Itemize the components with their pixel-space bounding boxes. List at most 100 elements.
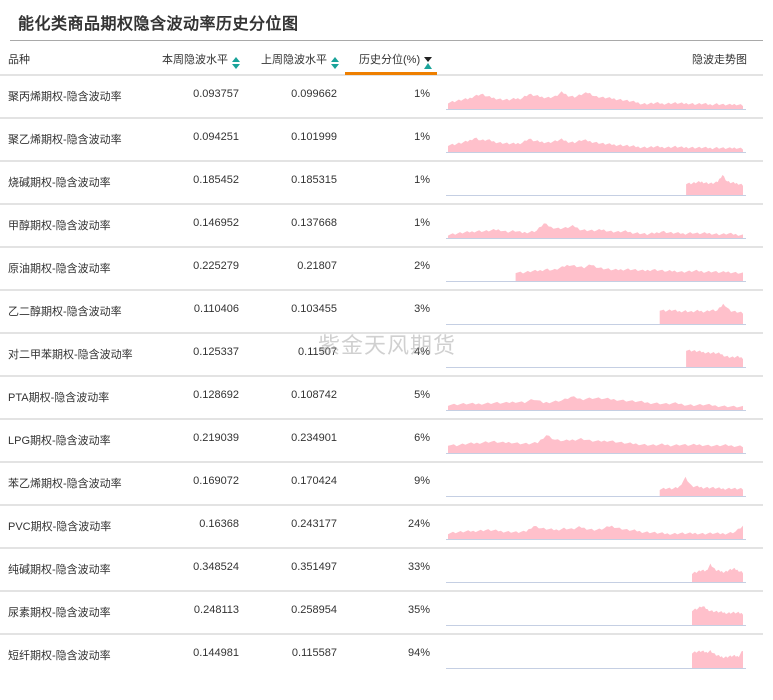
this-week-iv: 0.125337 xyxy=(193,346,239,358)
header-percentile[interactable]: 历史分位(%) xyxy=(359,51,433,70)
historical-percentile: 1% xyxy=(414,88,430,100)
sort-ascending-active-icon[interactable] xyxy=(424,57,433,70)
table-row[interactable]: 短纤期权-隐含波动率 0.144981 0.115587 94% xyxy=(0,635,763,676)
table-row[interactable]: PVC期权-隐含波动率 0.16368 0.243177 24% xyxy=(0,506,763,549)
this-week-iv: 0.16368 xyxy=(199,518,239,530)
last-week-iv: 0.101999 xyxy=(291,131,337,143)
product-name: 对二甲苯期权-隐含波动率 xyxy=(8,349,133,361)
this-week-iv: 0.219039 xyxy=(193,432,239,444)
table-row[interactable]: LPG期权-隐含波动率 0.219039 0.234901 6% xyxy=(0,420,763,463)
product-name: 短纤期权-隐含波动率 xyxy=(8,650,111,662)
iv-trend-sparkline xyxy=(446,137,746,153)
last-week-iv: 0.099662 xyxy=(291,88,337,100)
this-week-iv: 0.128692 xyxy=(193,389,239,401)
historical-percentile: 1% xyxy=(414,217,430,229)
header-last-week-label: 上周隐波水平 xyxy=(261,54,327,66)
this-week-iv: 0.169072 xyxy=(193,475,239,487)
historical-percentile: 9% xyxy=(414,475,430,487)
product-name: 乙二醇期权-隐含波动率 xyxy=(8,306,122,318)
product-name: 纯碱期权-隐含波动率 xyxy=(8,564,111,576)
this-week-iv: 0.146952 xyxy=(193,217,239,229)
this-week-iv: 0.093757 xyxy=(193,88,239,100)
iv-trend-sparkline xyxy=(446,349,746,368)
table-row[interactable]: 原油期权-隐含波动率 0.225279 0.21807 2% xyxy=(0,248,763,291)
last-week-iv: 0.258954 xyxy=(291,604,337,616)
table-row[interactable]: 纯碱期权-隐含波动率 0.348524 0.351497 33% xyxy=(0,549,763,592)
table-row[interactable]: 烧碱期权-隐含波动率 0.185452 0.185315 1% xyxy=(0,162,763,205)
this-week-iv: 0.094251 xyxy=(193,131,239,143)
this-week-iv: 0.185452 xyxy=(193,174,239,186)
historical-percentile: 1% xyxy=(414,131,430,143)
this-week-iv: 0.144981 xyxy=(193,647,239,659)
iv-trend-sparkline xyxy=(446,175,746,196)
product-name: 甲醇期权-隐含波动率 xyxy=(8,220,111,232)
iv-trend-sparkline xyxy=(446,563,746,583)
table-body: 聚丙烯期权-隐含波动率 0.093757 0.099662 1% 聚乙烯期权-隐含波动率… xyxy=(0,76,763,676)
last-week-iv: 0.351497 xyxy=(291,561,337,573)
historical-percentile: 3% xyxy=(414,303,430,315)
table-row[interactable]: 尿素期权-隐含波动率 0.248113 0.258954 35% xyxy=(0,592,763,635)
product-name: PTA期权-隐含波动率 xyxy=(8,392,110,404)
sort-both-icon[interactable] xyxy=(331,57,339,70)
header-product: 品种 xyxy=(8,54,30,66)
table-row[interactable]: 甲醇期权-隐含波动率 0.146952 0.137668 1% xyxy=(0,205,763,248)
iv-trend-sparkline xyxy=(446,264,746,282)
product-name: 聚丙烯期权-隐含波动率 xyxy=(8,91,122,103)
header-this-week[interactable]: 本周隐波水平 xyxy=(162,51,240,70)
iv-trend-sparkline xyxy=(446,435,746,454)
active-sort-indicator xyxy=(345,72,437,75)
last-week-iv: 0.243177 xyxy=(291,518,337,530)
this-week-iv: 0.225279 xyxy=(193,260,239,272)
historical-percentile: 35% xyxy=(407,604,430,616)
historical-percentile: 1% xyxy=(414,174,430,186)
last-week-iv: 0.21807 xyxy=(297,260,337,272)
iv-trend-sparkline xyxy=(446,650,746,669)
sort-both-icon[interactable] xyxy=(232,57,240,70)
last-week-iv: 0.103455 xyxy=(291,303,337,315)
table-row[interactable]: 乙二醇期权-隐含波动率 0.110406 0.103455 3% xyxy=(0,291,763,334)
iv-trend-sparkline xyxy=(446,606,746,626)
table-row[interactable]: 聚丙烯期权-隐含波动率 0.093757 0.099662 1% xyxy=(0,76,763,119)
iv-trend-sparkline xyxy=(446,396,746,411)
iv-trend-sparkline xyxy=(446,91,746,110)
header-last-week[interactable]: 上周隐波水平 xyxy=(261,51,339,70)
table-row[interactable]: 聚乙烯期权-隐含波动率 0.094251 0.101999 1% xyxy=(0,119,763,162)
product-name: 尿素期权-隐含波动率 xyxy=(8,607,111,619)
historical-percentile: 94% xyxy=(407,647,430,659)
product-name: LPG期权-隐含波动率 xyxy=(8,435,111,447)
last-week-iv: 0.234901 xyxy=(291,432,337,444)
last-week-iv: 0.185315 xyxy=(291,174,337,186)
this-week-iv: 0.110406 xyxy=(193,303,239,315)
header-this-week-label: 本周隐波水平 xyxy=(162,54,228,66)
title-divider xyxy=(10,40,763,41)
volatility-table: 品种 本周隐波水平 上周隐波水平 历史分位(%) 隐波走势图 聚丙烯期权-隐含波… xyxy=(0,41,763,676)
this-week-iv: 0.248113 xyxy=(193,604,239,616)
last-week-iv: 0.11507 xyxy=(298,346,337,358)
last-week-iv: 0.170424 xyxy=(291,475,337,487)
table-row[interactable]: 苯乙烯期权-隐含波动率 0.169072 0.170424 9% xyxy=(0,463,763,506)
product-name: 原油期权-隐含波动率 xyxy=(8,263,111,275)
historical-percentile: 6% xyxy=(414,432,430,444)
historical-percentile: 5% xyxy=(414,389,430,401)
table-header: 品种 本周隐波水平 上周隐波水平 历史分位(%) 隐波走势图 xyxy=(0,41,763,76)
historical-percentile: 2% xyxy=(414,260,430,272)
this-week-iv: 0.348524 xyxy=(193,561,239,573)
header-percentile-label: 历史分位(%) xyxy=(359,54,421,66)
header-trend: 隐波走势图 xyxy=(692,54,747,66)
product-name: 聚乙烯期权-隐含波动率 xyxy=(8,134,122,146)
last-week-iv: 0.115587 xyxy=(291,647,337,659)
table-row[interactable]: PTA期权-隐含波动率 0.128692 0.108742 5% xyxy=(0,377,763,420)
page-title: 能化类商品期权隐含波动率历史分位图 xyxy=(18,14,299,33)
iv-trend-sparkline xyxy=(446,525,746,540)
product-name: PVC期权-隐含波动率 xyxy=(8,521,112,533)
historical-percentile: 33% xyxy=(407,561,430,573)
historical-percentile: 4% xyxy=(414,346,430,358)
product-name: 烧碱期权-隐含波动率 xyxy=(8,177,111,189)
product-name: 苯乙烯期权-隐含波动率 xyxy=(8,478,122,490)
historical-percentile: 24% xyxy=(407,518,430,530)
last-week-iv: 0.108742 xyxy=(291,389,337,401)
table-row[interactable]: 对二甲苯期权-隐含波动率 0.125337 0.11507 4% xyxy=(0,334,763,377)
iv-trend-sparkline xyxy=(446,303,746,325)
last-week-iv: 0.137668 xyxy=(291,217,337,229)
iv-trend-sparkline xyxy=(446,223,746,239)
